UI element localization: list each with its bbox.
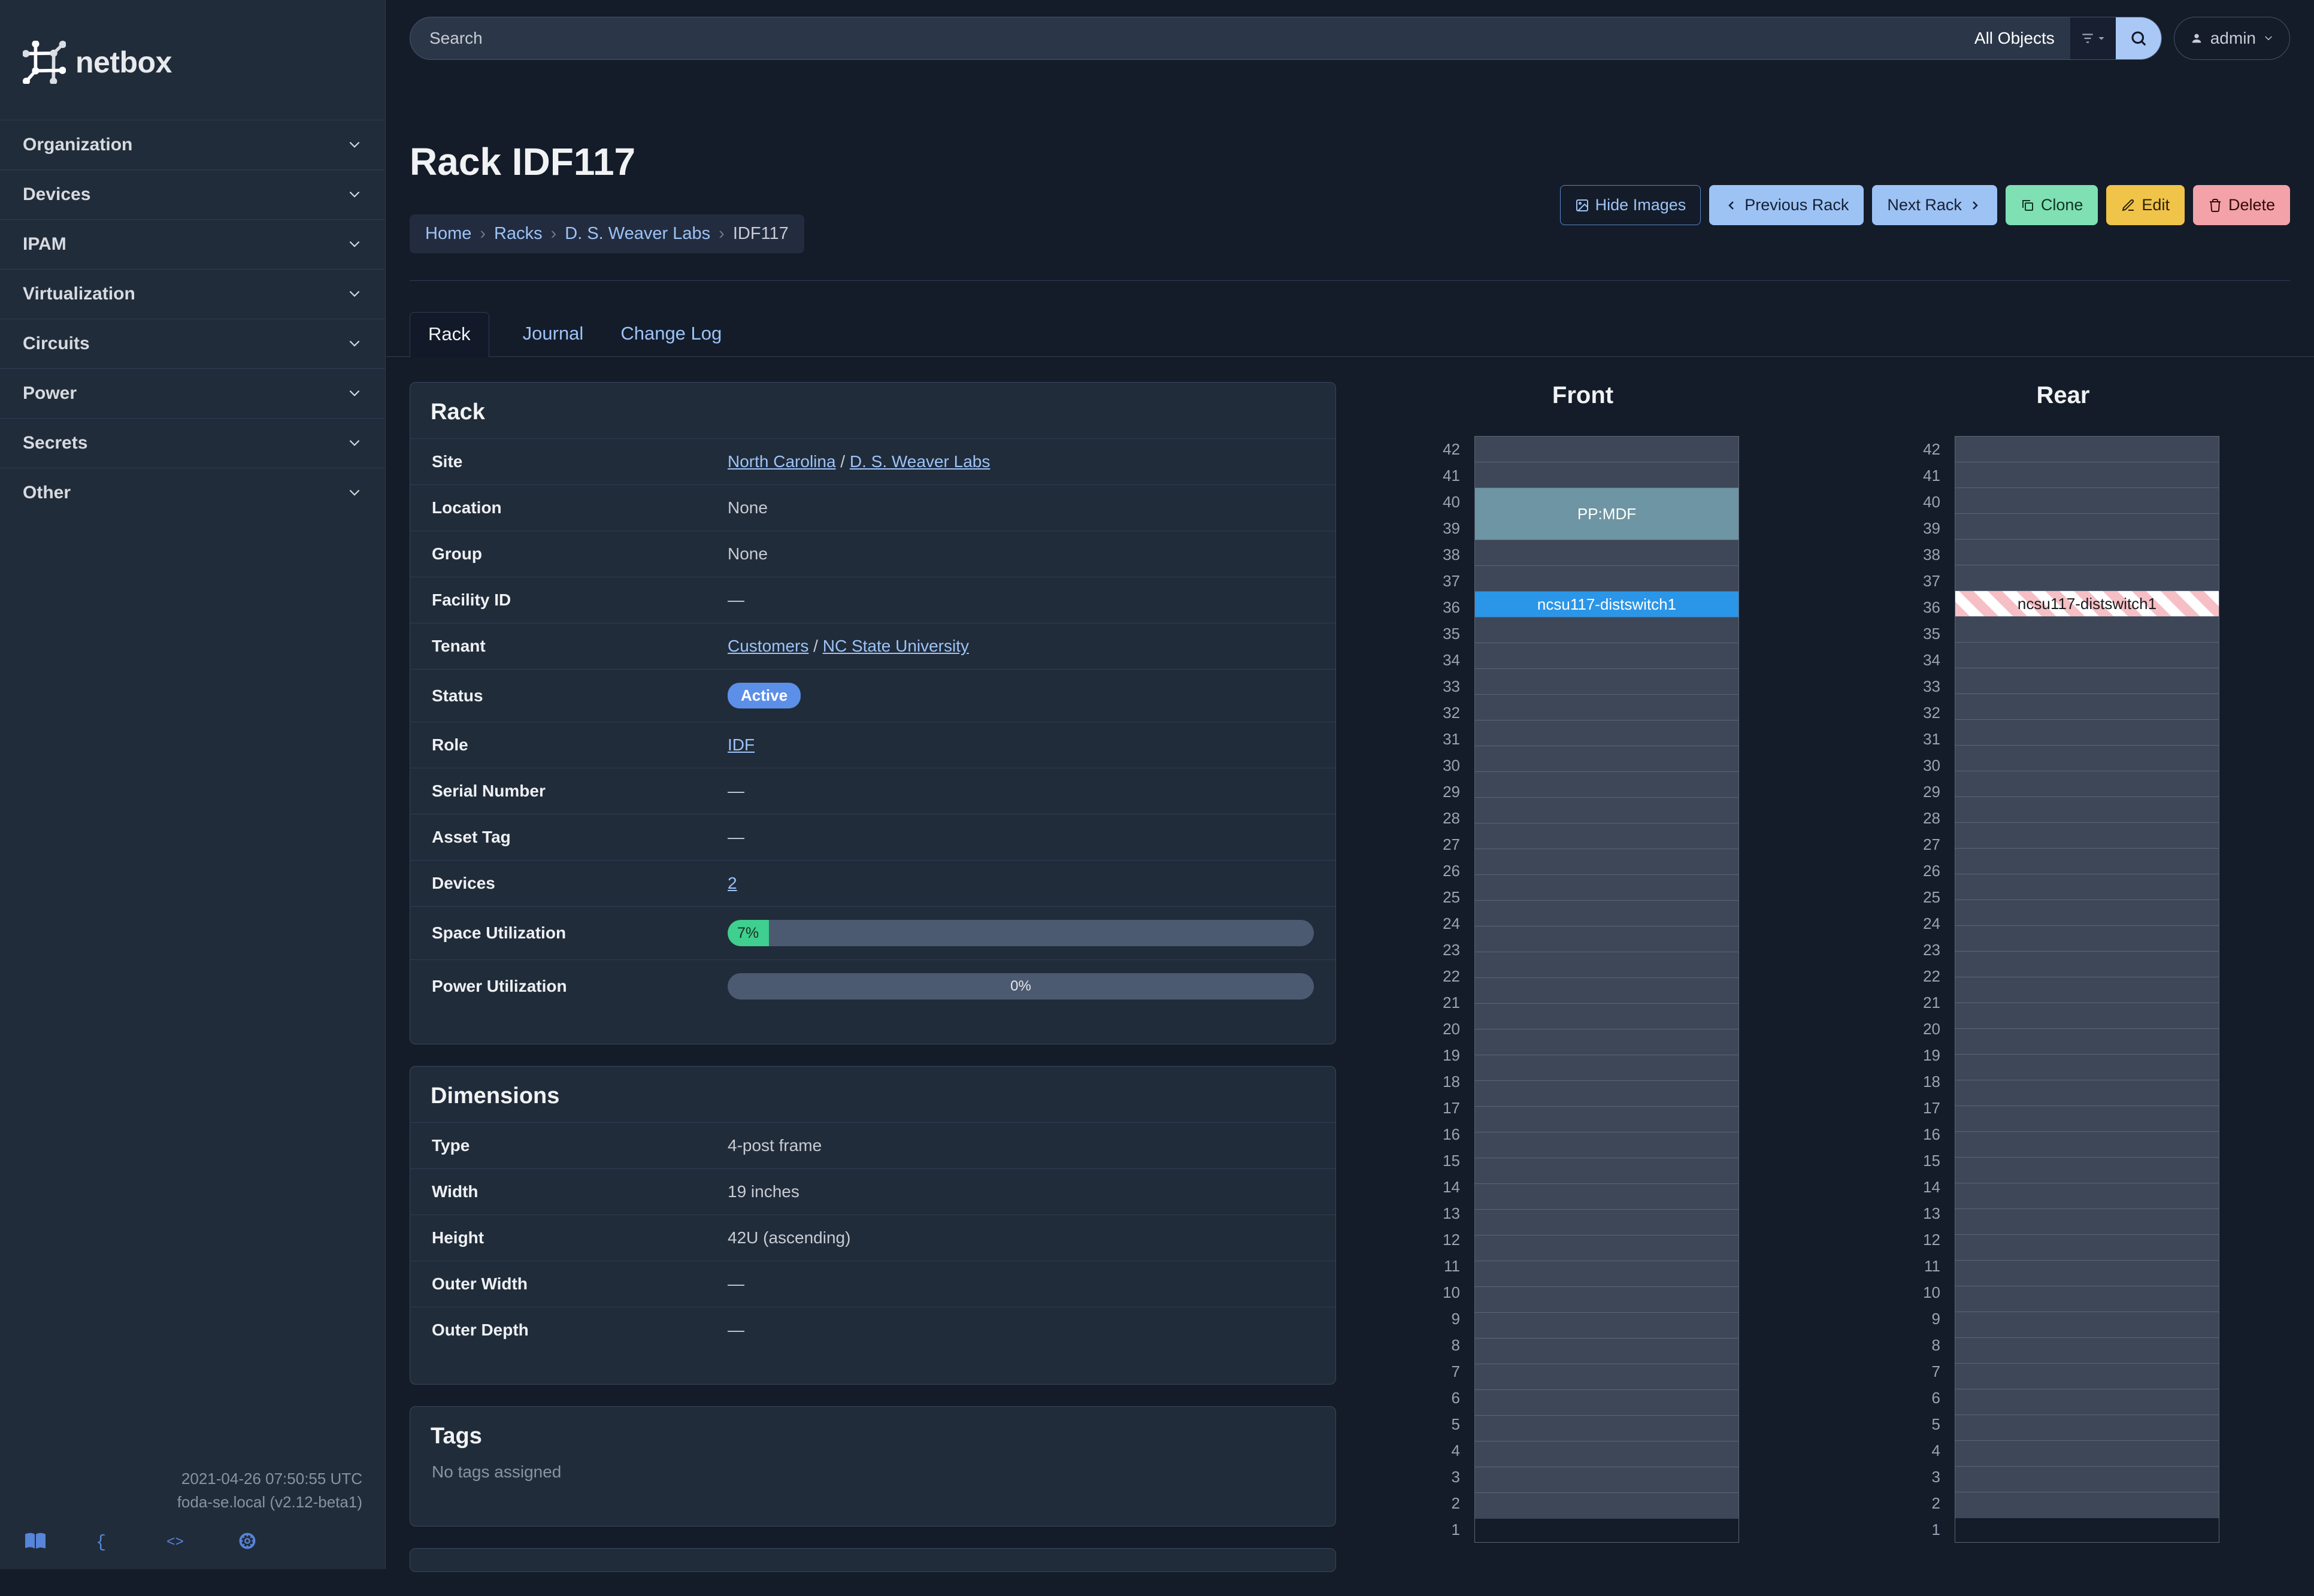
svg-text:<>: <> [166, 1535, 184, 1551]
svg-text:{ }: { } [96, 1533, 116, 1551]
